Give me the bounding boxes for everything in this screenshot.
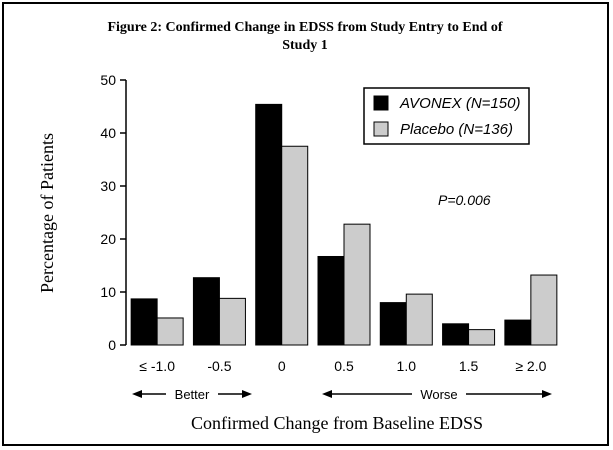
- bar-avonex-6: [504, 319, 532, 346]
- y-tick-label: 20: [100, 231, 116, 247]
- bar-placebo-4: [405, 293, 433, 346]
- x-tick-label: 0: [278, 358, 286, 374]
- bar-avonex-5: [442, 323, 470, 346]
- y-tick-label: 30: [100, 178, 116, 194]
- bar-placebo-3: [343, 223, 371, 346]
- x-tick-label: ≤ -1.0: [139, 358, 175, 374]
- bar-avonex-4: [379, 302, 407, 346]
- p-value-annotation: P=0.006: [438, 192, 491, 208]
- chart-title-line1: Figure 2: Confirmed Change in EDSS from …: [107, 20, 502, 35]
- bar-placebo-6: [530, 274, 558, 346]
- worse-label: Worse: [420, 387, 457, 402]
- y-axis-label: Percentage of Patients: [37, 133, 57, 293]
- bar-chart: Figure 2: Confirmed Change in EDSS from …: [37, 20, 558, 433]
- y-tick-label: 10: [100, 284, 116, 300]
- bars-layer: [130, 103, 558, 346]
- better-arrow: Better: [132, 385, 252, 403]
- legend-swatch-avonex: [373, 95, 389, 111]
- bar-placebo-1: [218, 297, 246, 346]
- legend: AVONEX (N=150) Placebo (N=136): [363, 87, 530, 145]
- bar-avonex-0: [130, 298, 158, 346]
- legend-box: [363, 87, 530, 145]
- x-tick-label: 1.0: [397, 358, 417, 374]
- bar-avonex-3: [317, 255, 345, 346]
- legend-label-avonex: AVONEX (N=150): [399, 95, 520, 112]
- x-tick-label: 0.5: [334, 358, 354, 374]
- bar-avonex-1: [192, 277, 220, 346]
- y-tick-label: 50: [100, 72, 116, 88]
- x-tick-label: -0.5: [207, 358, 231, 374]
- legend-label-placebo: Placebo (N=136): [400, 121, 513, 138]
- y-tick-label: 0: [108, 337, 116, 353]
- worse-arrow: Worse: [322, 385, 552, 403]
- bar-placebo-0: [156, 317, 184, 346]
- axes-layer: ≤ -1.0 -0.5 0 0.5 1.0 1.5 ≥ 2.0 0 10 20 30 40 50: [100, 72, 546, 374]
- better-label: Better: [175, 387, 210, 402]
- figure-frame: Figure 2: Confirmed Change in EDSS from …: [2, 2, 609, 446]
- legend-swatch-placebo: [373, 121, 389, 137]
- bar-avonex-2: [255, 103, 283, 346]
- bar-placebo-2: [281, 145, 309, 346]
- y-tick-label: 40: [100, 125, 116, 141]
- x-tick-label: 1.5: [459, 358, 479, 374]
- bar-placebo-5: [468, 329, 496, 346]
- x-tick-label: ≥ 2.0: [515, 358, 546, 374]
- chart-title-line2: Study 1: [282, 38, 328, 53]
- x-axis-label: Confirmed Change from Baseline EDSS: [191, 413, 483, 433]
